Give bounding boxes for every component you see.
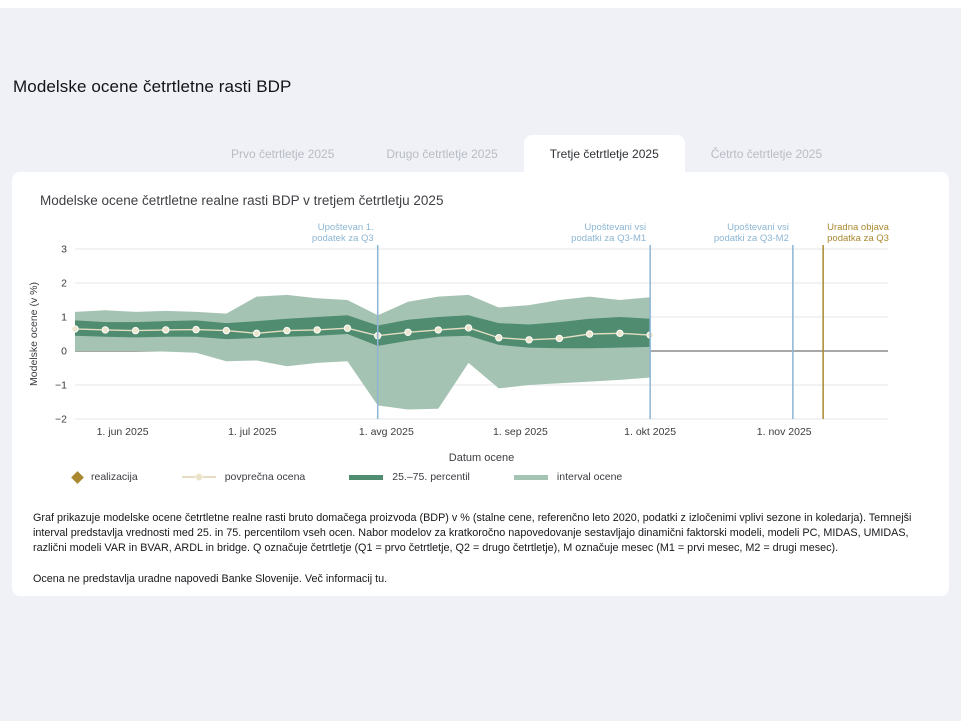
legend-item-povprecna-ocena: povprečna ocena bbox=[181, 471, 306, 483]
legend-dot bbox=[194, 473, 203, 481]
mean-point bbox=[434, 326, 442, 334]
annotation-label: Upoštevan 1. bbox=[318, 222, 374, 233]
y-tick-label: −2 bbox=[55, 414, 67, 426]
y-tick-label: −1 bbox=[55, 380, 67, 392]
y-tick-label: 0 bbox=[61, 346, 67, 358]
mean-point bbox=[525, 336, 533, 344]
chart-description: Graf prikazuje modelske ocene četrtletne… bbox=[33, 512, 912, 554]
legend-item-realizacija: realizacija bbox=[71, 470, 138, 484]
annotation-label: podatki za Q3-M2 bbox=[714, 233, 789, 244]
legend-item-interval: interval ocene bbox=[513, 471, 623, 483]
gdp-estimates-chart: −2 −1 0 1 2 3 Upoštevan 1.podatek za Q3 Upoštev… bbox=[28, 222, 890, 464]
y-tick-label: 1 bbox=[61, 312, 67, 324]
mean-point bbox=[162, 326, 170, 334]
mean-point bbox=[585, 330, 594, 338]
annotation-label: podatki za Q3-M1 bbox=[571, 233, 646, 244]
legend-item-percentil: 25.–75. percentil bbox=[349, 471, 470, 483]
x-tick-label: 1. avg 2025 bbox=[359, 426, 414, 438]
mean-point bbox=[343, 324, 352, 332]
more-info-link[interactable]: tu. bbox=[375, 573, 388, 585]
interval-band-icon bbox=[513, 474, 548, 480]
mean-point bbox=[252, 329, 261, 338]
legend-label: povprečna ocena bbox=[224, 471, 306, 483]
quarter-tabs: Prvo četrtletje 2025 Drugo četrtletje 20… bbox=[205, 135, 848, 172]
annotation-label: Uradna objava bbox=[827, 222, 890, 233]
x-tick-label: 1. nov 2025 bbox=[757, 426, 812, 438]
annotation-label: Upoštevani vsi bbox=[584, 222, 646, 233]
y-axis-title: Modelske ocene (v %) bbox=[28, 282, 40, 386]
mean-point bbox=[283, 326, 291, 335]
mean-point bbox=[222, 326, 231, 335]
mean-point bbox=[313, 326, 321, 334]
chart-legend: realizacija povprečna ocena 25.–75. perc… bbox=[71, 470, 623, 484]
mean-point bbox=[71, 325, 79, 333]
x-axis-title: Datum ocene bbox=[449, 452, 514, 464]
mean-point bbox=[101, 326, 109, 334]
tab-q1-2025[interactable]: Prvo četrtletje 2025 bbox=[231, 146, 335, 161]
percentile-band-icon bbox=[349, 474, 384, 480]
y-tick-label: 2 bbox=[61, 278, 67, 290]
mean-point bbox=[616, 329, 624, 338]
legend-label: interval ocene bbox=[556, 471, 623, 483]
annotation-label: podatek za Q3 bbox=[312, 233, 374, 244]
chart-title: Modelske ocene četrtletne realne rasti B… bbox=[40, 193, 444, 208]
tab-q2-2025[interactable]: Drugo četrtletje 2025 bbox=[386, 146, 498, 161]
page-title: Modelske ocene četrtletne rasti BDP bbox=[13, 77, 292, 96]
annotation-label: Upoštevani vsi bbox=[727, 222, 789, 233]
mean-point bbox=[495, 334, 503, 342]
mean-point bbox=[192, 325, 200, 334]
x-tick-label: 1. sep 2025 bbox=[493, 426, 548, 438]
interval-band bbox=[75, 294, 651, 410]
disclaimer-text: Ocena ne predstavlja uradne napovedi Ban… bbox=[33, 573, 376, 585]
tab-q4-2025[interactable]: Četrto četrtletje 2025 bbox=[710, 146, 823, 161]
chart-panel: Modelske ocene četrtletne realne rasti B… bbox=[12, 172, 949, 596]
tab-q3-2025[interactable]: Tretje četrtletje 2025 bbox=[523, 135, 685, 172]
top-strip bbox=[0, 0, 961, 8]
mean-point bbox=[404, 328, 412, 337]
x-tick-label: 1. jun 2025 bbox=[97, 426, 149, 438]
annotation-label: podatka za Q3 bbox=[827, 233, 889, 244]
legend-label: 25.–75. percentil bbox=[392, 471, 470, 483]
mean-line-icon bbox=[181, 473, 216, 481]
disclaimer: Ocena ne predstavlja uradne napovedi Ban… bbox=[33, 572, 935, 587]
x-tick-label: 1. jul 2025 bbox=[228, 426, 277, 438]
y-tick-label: 3 bbox=[61, 244, 67, 256]
x-tick-label: 1. okt 2025 bbox=[624, 426, 676, 438]
legend-label: realizacija bbox=[91, 471, 138, 483]
mean-point bbox=[464, 324, 473, 332]
realization-diamond-icon bbox=[71, 470, 84, 484]
mean-point bbox=[131, 326, 140, 335]
mean-line bbox=[74, 327, 651, 341]
mean-point bbox=[555, 334, 564, 343]
